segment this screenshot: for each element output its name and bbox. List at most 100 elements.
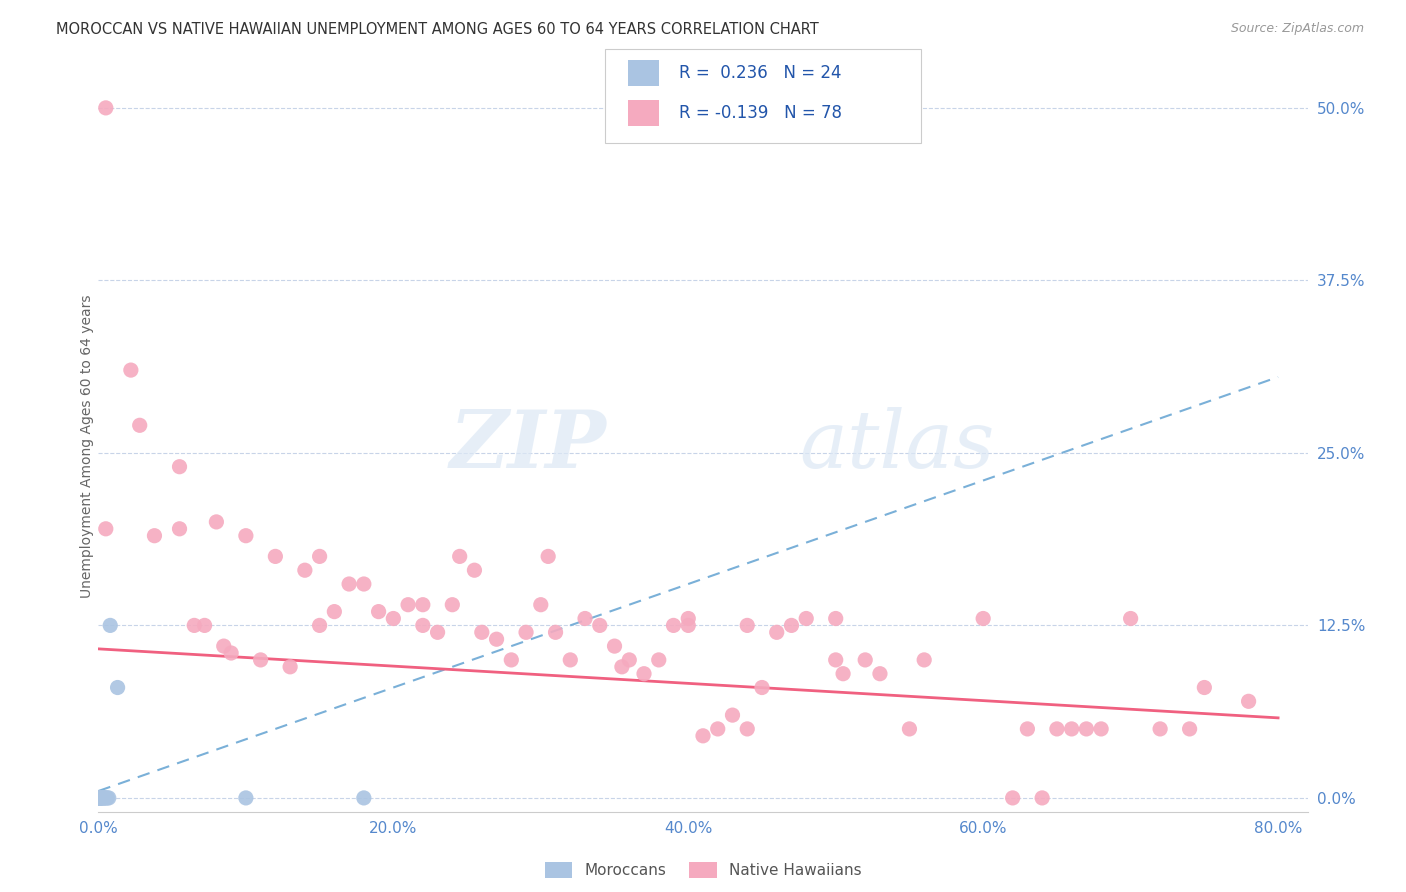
Point	[1017, 722, 1039, 736]
Point	[1001, 791, 1024, 805]
Point	[1076, 722, 1098, 736]
Point	[382, 611, 405, 625]
Point	[87, 791, 110, 805]
Point	[1060, 722, 1083, 736]
Point	[853, 653, 876, 667]
Point	[1178, 722, 1201, 736]
Point	[183, 618, 205, 632]
Point	[1194, 681, 1216, 695]
Point	[1119, 611, 1142, 625]
Point	[87, 791, 110, 805]
Point	[515, 625, 537, 640]
Point	[89, 791, 111, 805]
Point	[1046, 722, 1069, 736]
Point	[662, 618, 685, 632]
Point	[449, 549, 471, 564]
Point	[912, 653, 935, 667]
Point	[619, 653, 641, 667]
Point	[353, 791, 375, 805]
Point	[412, 598, 434, 612]
Point	[610, 660, 633, 674]
Point	[93, 791, 115, 805]
Point	[794, 611, 817, 625]
Point	[426, 625, 449, 640]
Point	[537, 549, 560, 564]
Point	[824, 611, 846, 625]
Text: Source: ZipAtlas.com: Source: ZipAtlas.com	[1230, 22, 1364, 36]
Point	[90, 791, 112, 805]
Point	[501, 653, 523, 667]
Point	[264, 549, 287, 564]
Point	[249, 653, 271, 667]
Point	[1031, 791, 1053, 805]
Point	[89, 791, 111, 805]
Point	[205, 515, 228, 529]
Point	[972, 611, 994, 625]
Point	[706, 722, 728, 736]
Point	[603, 639, 626, 653]
Point	[589, 618, 612, 632]
Point	[832, 666, 855, 681]
Point	[735, 618, 758, 632]
Point	[169, 522, 191, 536]
Point	[530, 598, 553, 612]
Point	[98, 618, 121, 632]
Point	[648, 653, 671, 667]
Point	[721, 708, 744, 723]
Point	[96, 791, 118, 805]
Point	[308, 549, 330, 564]
Point	[91, 791, 114, 805]
Point	[87, 791, 110, 805]
Text: ZIP: ZIP	[450, 408, 606, 484]
Point	[471, 625, 494, 640]
Legend: Moroccans, Native Hawaiians: Moroccans, Native Hawaiians	[538, 856, 868, 885]
Text: MOROCCAN VS NATIVE HAWAIIAN UNEMPLOYMENT AMONG AGES 60 TO 64 YEARS CORRELATION C: MOROCCAN VS NATIVE HAWAIIAN UNEMPLOYMENT…	[56, 22, 818, 37]
Point	[90, 791, 112, 805]
Point	[678, 618, 700, 632]
Point	[765, 625, 787, 640]
Point	[751, 681, 773, 695]
Point	[278, 660, 301, 674]
Point	[97, 791, 120, 805]
Point	[94, 522, 117, 536]
Point	[574, 611, 596, 625]
Point	[1090, 722, 1112, 736]
Point	[107, 681, 129, 695]
Point	[367, 605, 389, 619]
Point	[678, 611, 700, 625]
Point	[412, 618, 434, 632]
Point	[1237, 694, 1260, 708]
Point	[90, 791, 112, 805]
Point	[169, 459, 191, 474]
Point	[235, 791, 257, 805]
Point	[87, 791, 110, 805]
Point	[235, 529, 257, 543]
Point	[212, 639, 235, 653]
Point	[441, 598, 464, 612]
Point	[294, 563, 316, 577]
Point	[94, 791, 117, 805]
Point	[898, 722, 921, 736]
Point	[219, 646, 242, 660]
Point	[463, 563, 485, 577]
Point	[485, 632, 508, 647]
Point	[353, 577, 375, 591]
Point	[194, 618, 217, 632]
Point	[87, 791, 110, 805]
Point	[143, 529, 166, 543]
Point	[323, 605, 346, 619]
Y-axis label: Unemployment Among Ages 60 to 64 years: Unemployment Among Ages 60 to 64 years	[80, 294, 94, 598]
Point	[120, 363, 142, 377]
Point	[869, 666, 891, 681]
Text: R = -0.139   N = 78: R = -0.139 N = 78	[679, 103, 842, 122]
Point	[692, 729, 714, 743]
Point	[560, 653, 582, 667]
Point	[780, 618, 803, 632]
Point	[824, 653, 846, 667]
Point	[1149, 722, 1171, 736]
Text: atlas: atlas	[800, 408, 995, 484]
Point	[337, 577, 360, 591]
Point	[128, 418, 150, 433]
Point	[633, 666, 655, 681]
Point	[94, 101, 117, 115]
